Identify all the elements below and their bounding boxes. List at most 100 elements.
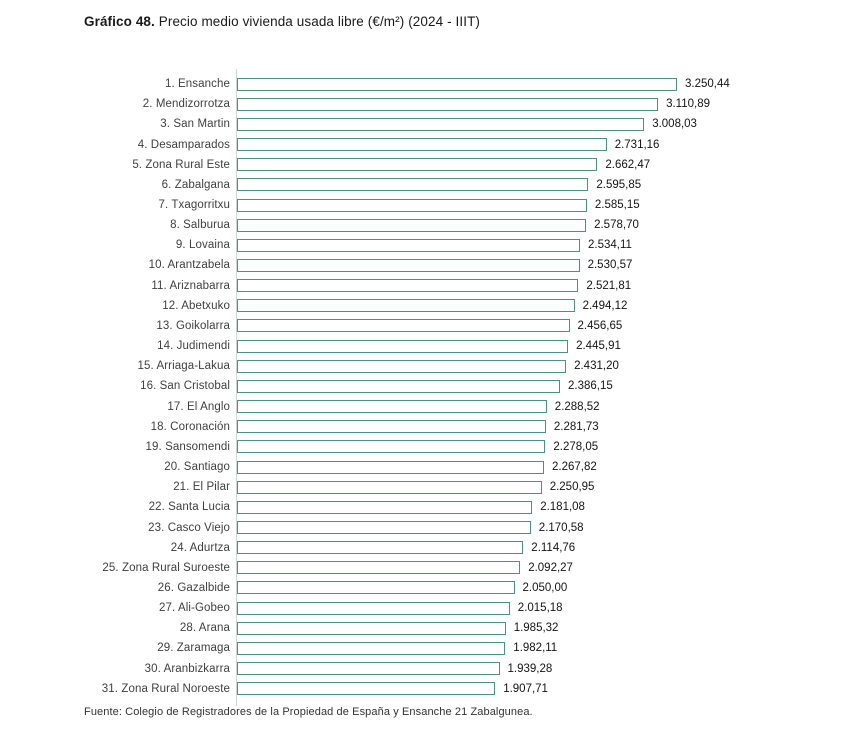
bar-zone: 1.939,28 bbox=[237, 662, 862, 676]
bar-row: 4. Desamparados 2.731,16 bbox=[0, 134, 862, 154]
bar-row: 23. Casco Viejo 2.170,58 bbox=[0, 517, 862, 537]
bar-zone: 3.250,44 bbox=[237, 77, 862, 91]
category-label: 21. El Pilar bbox=[173, 481, 230, 494]
category-label: 14. Judimendi bbox=[157, 340, 230, 353]
bar-zone: 2.170,58 bbox=[237, 521, 862, 535]
value-label: 2.494,12 bbox=[582, 299, 628, 312]
bar bbox=[237, 420, 546, 434]
bar-row: 26. Gazalbide 2.050,00 bbox=[0, 578, 862, 598]
bar bbox=[237, 440, 546, 454]
bar bbox=[237, 662, 500, 676]
category-label: 29. Zaramaga bbox=[157, 642, 230, 655]
value-label: 2.278,05 bbox=[553, 440, 599, 453]
bar-zone: 2.578,70 bbox=[237, 218, 862, 232]
bar-zone: 2.278,05 bbox=[237, 440, 862, 454]
chart-title-number: Gráfico 48. bbox=[84, 14, 155, 29]
value-label: 2.170,58 bbox=[538, 521, 584, 534]
bar-zone: 2.181,08 bbox=[237, 500, 862, 514]
category-label: 16. San Cristobal bbox=[140, 380, 230, 393]
source-note: Fuente: Colegio de Registradores de la P… bbox=[84, 706, 533, 718]
bar-row: 2. Mendizorrotza 3.110,89 bbox=[0, 94, 862, 114]
bar-row: 28. Arana 1.985,32 bbox=[0, 618, 862, 638]
bar-zone: 2.114,76 bbox=[237, 541, 862, 555]
category-label: 12. Abetxuko bbox=[162, 299, 230, 312]
category-label: 24. Adurtza bbox=[170, 541, 230, 554]
bar bbox=[237, 541, 524, 555]
bar-zone: 1.985,32 bbox=[237, 621, 862, 635]
category-label: 13. Goikolarra bbox=[156, 319, 230, 332]
bar-row: 17. El Anglo 2.288,52 bbox=[0, 397, 862, 417]
bar-zone: 1.907,71 bbox=[237, 682, 862, 696]
category-label: 20. Santiago bbox=[164, 461, 230, 474]
bar-zone: 2.662,47 bbox=[237, 158, 862, 172]
category-label: 30. Aranbizkarra bbox=[144, 662, 230, 675]
value-label: 1.985,32 bbox=[513, 622, 559, 635]
value-label: 1.939,28 bbox=[507, 662, 553, 675]
bar bbox=[237, 641, 506, 655]
chart-title: Gráfico 48. Precio medio vivienda usada … bbox=[84, 14, 480, 29]
bar-row: 9. Lovaina 2.534,11 bbox=[0, 235, 862, 255]
bar bbox=[237, 460, 544, 474]
value-label: 2.386,15 bbox=[568, 380, 613, 393]
bar-zone: 2.431,20 bbox=[237, 359, 862, 373]
value-label: 2.530,57 bbox=[587, 259, 633, 272]
bar-row: 14. Judimendi 2.445,91 bbox=[0, 336, 862, 356]
category-label: 23. Casco Viejo bbox=[148, 521, 230, 534]
bar-zone: 2.534,11 bbox=[237, 238, 862, 252]
value-label: 2.456,65 bbox=[577, 319, 623, 332]
category-label: 4. Desamparados bbox=[137, 138, 230, 151]
category-label: 6. Zabalgana bbox=[161, 178, 230, 191]
bar bbox=[237, 238, 580, 252]
value-label: 2.281,73 bbox=[553, 420, 599, 433]
bar-row: 8. Salburua 2.578,70 bbox=[0, 215, 862, 235]
bar-row: 27. Ali-Gobeo 2.015,18 bbox=[0, 598, 862, 618]
bar bbox=[237, 561, 521, 575]
bar-zone: 2.456,65 bbox=[237, 319, 862, 333]
bar-row: 11. Ariznabarra 2.521,81 bbox=[0, 276, 862, 296]
bar-row: 6. Zabalgana 2.595,85 bbox=[0, 175, 862, 195]
bar bbox=[237, 682, 496, 696]
bar bbox=[237, 500, 533, 514]
bar bbox=[237, 158, 598, 172]
bar-row: 1. Ensanche 3.250,44 bbox=[0, 74, 862, 94]
bar-row: 18. Coronación 2.281,73 bbox=[0, 417, 862, 437]
bar-zone: 2.585,15 bbox=[237, 198, 862, 212]
bar bbox=[237, 339, 569, 353]
category-label: 22. Santa Lucia bbox=[148, 501, 230, 514]
bar bbox=[237, 521, 531, 535]
bar bbox=[237, 379, 560, 393]
value-label: 2.288,52 bbox=[554, 400, 600, 413]
category-label: 5. Zona Rural Este bbox=[132, 158, 230, 171]
bar-zone: 2.731,16 bbox=[237, 138, 862, 152]
bar-row: 20. Santiago 2.267,82 bbox=[0, 457, 862, 477]
value-label: 3.008,03 bbox=[652, 118, 697, 131]
bar-zone: 2.050,00 bbox=[237, 581, 862, 595]
bar-row: 31. Zona Rural Noroeste 1.907,71 bbox=[0, 679, 862, 699]
bar bbox=[237, 258, 580, 272]
category-label: 15. Arriaga-Lakua bbox=[137, 360, 230, 373]
category-label: 1. Ensanche bbox=[164, 78, 230, 91]
bar-chart: 1. Ensanche 3.250,44 2. Mendizorrotza 3.… bbox=[0, 69, 862, 706]
bar bbox=[237, 480, 542, 494]
bar-row: 12. Abetxuko 2.494,12 bbox=[0, 296, 862, 316]
value-label: 3.250,44 bbox=[685, 78, 730, 91]
value-label: 2.431,20 bbox=[574, 360, 619, 373]
bar-row: 15. Arriaga-Lakua 2.431,20 bbox=[0, 356, 862, 376]
bar-row: 16. San Cristobal 2.386,15 bbox=[0, 376, 862, 396]
bar-row: 5. Zona Rural Este 2.662,47 bbox=[0, 155, 862, 175]
bar-zone: 3.110,89 bbox=[237, 97, 862, 111]
bar-zone: 2.386,15 bbox=[237, 379, 862, 393]
category-label: 17. El Anglo bbox=[167, 400, 230, 413]
chart-title-text: Precio medio vivienda usada libre (€/m²)… bbox=[154, 14, 481, 29]
value-label: 2.731,16 bbox=[614, 138, 660, 151]
value-label: 2.114,76 bbox=[531, 541, 576, 554]
bar-row: 21. El Pilar 2.250,95 bbox=[0, 477, 862, 497]
value-label: 2.092,27 bbox=[528, 561, 573, 574]
value-label: 1.982,11 bbox=[513, 642, 558, 655]
bar-row: 13. Goikolarra 2.456,65 bbox=[0, 316, 862, 336]
bar-zone: 3.008,03 bbox=[237, 117, 862, 131]
bar-row: 24. Adurtza 2.114,76 bbox=[0, 538, 862, 558]
value-label: 2.050,00 bbox=[522, 581, 568, 594]
bar-zone: 2.494,12 bbox=[237, 299, 862, 313]
bar bbox=[237, 359, 567, 373]
